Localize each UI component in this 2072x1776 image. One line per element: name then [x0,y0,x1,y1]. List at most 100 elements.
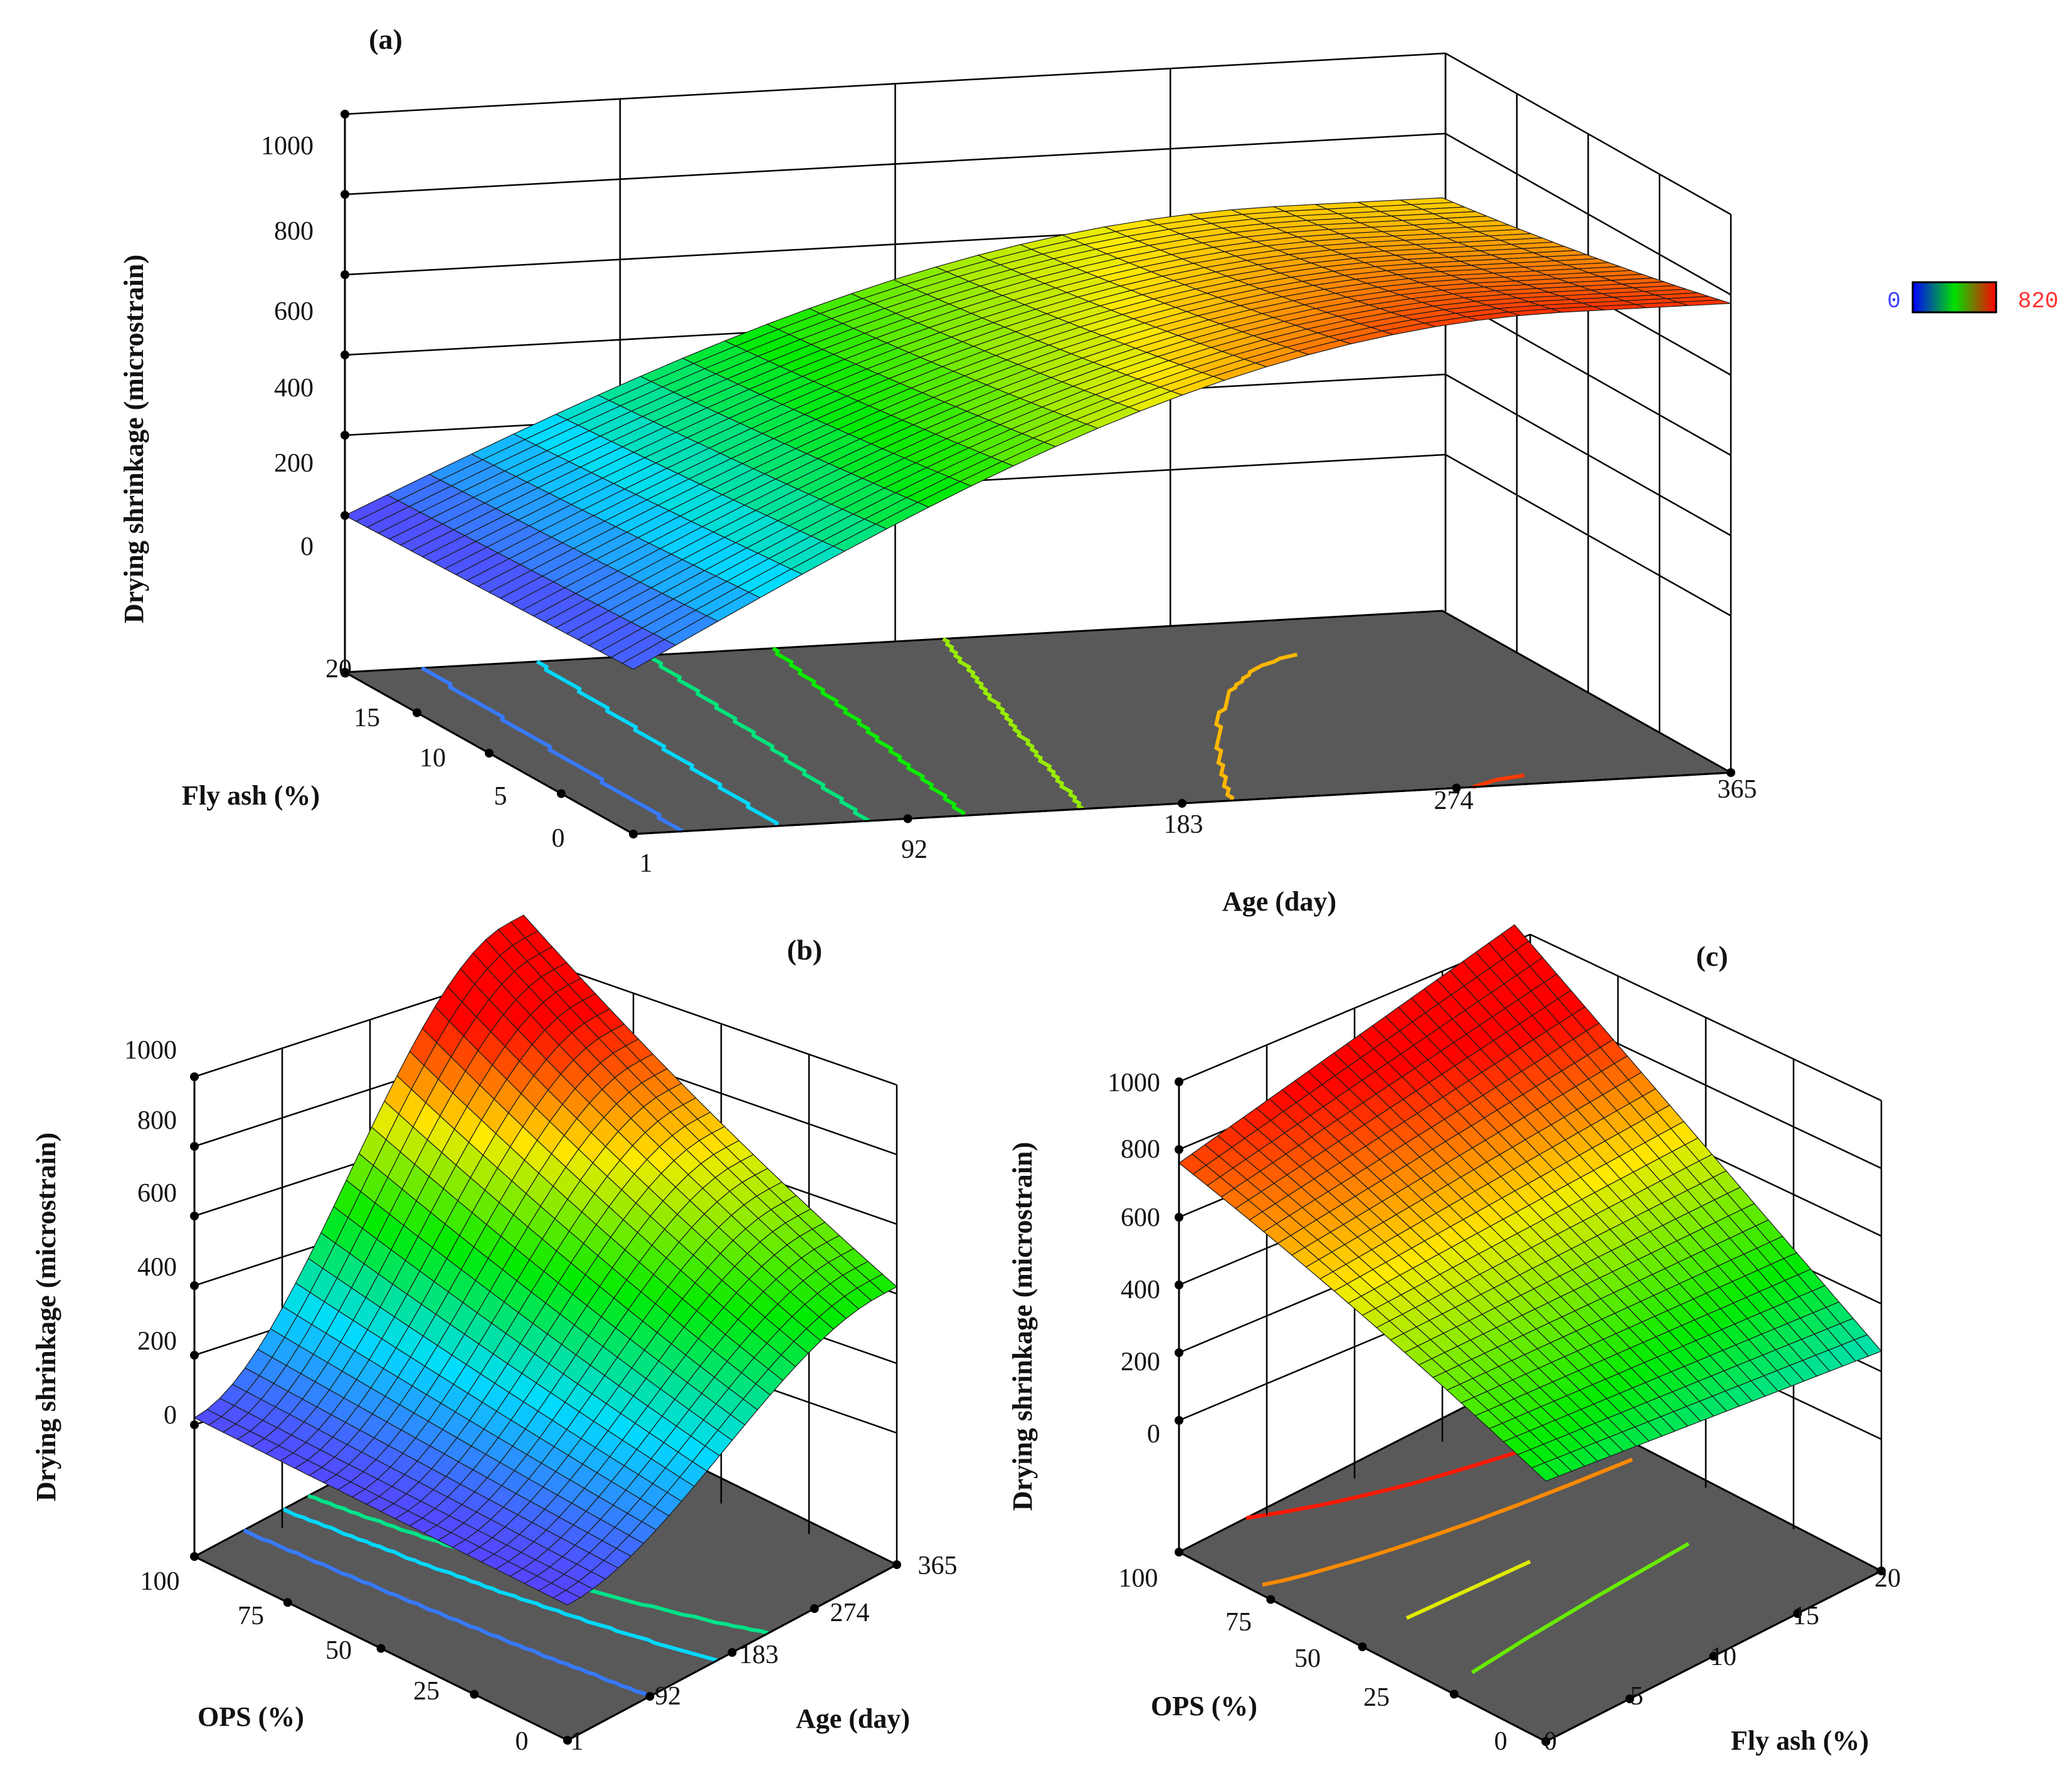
contour-line [1405,1560,1531,1620]
y-tick-label: 5 [494,782,507,811]
x-tick-label: 1 [571,1727,584,1756]
z-tick-label: 0 [1147,1420,1160,1449]
x-tick-label: 183 [739,1641,779,1669]
y-tick-mark [1175,1548,1183,1557]
panel-c-surface [1178,924,1883,1482]
panel-c-axes [1175,1077,1886,1746]
contour-line [1262,1457,1633,1587]
x-tick-mark [1178,799,1187,808]
x-tick-mark [903,814,912,823]
z-tick-label: 600 [274,297,314,326]
panel-b-surface [193,914,898,1606]
panel-b-zticks: 0 200 400 600 800 1000 [124,1036,177,1430]
z-tick-label: 200 [137,1327,177,1356]
x-tick-mark [1452,783,1461,793]
z-tick-mark [190,1281,199,1290]
x-tick-label: 365 [918,1551,958,1580]
x-tick-mark [727,1648,737,1657]
z-tick-label: 1000 [261,132,314,161]
contour-line [1472,773,1525,789]
y-tick-label: 15 [354,704,380,732]
z-tick-label: 1000 [1107,1069,1160,1097]
y-tick-label: 0 [515,1727,529,1756]
z-tick-mark [1175,1077,1183,1086]
y-tick-label: 50 [1294,1644,1321,1673]
z-tick-mark [190,1351,199,1360]
y-tick-mark [1358,1642,1367,1651]
z-tick-label: 400 [274,374,314,403]
panel-a-title: (a) [369,23,403,55]
x-tick-label: 5 [1631,1682,1644,1711]
x-tick-mark [1793,1609,1802,1618]
panel-a-zticks: 0 200 400 600 800 1000 [261,132,314,561]
panel-c: (c) 0 200 400 600 800 1000 Drying shrink… [1007,924,1901,1756]
y-tick-label: 75 [238,1602,264,1631]
x-tick-label: 15 [1793,1602,1819,1631]
panel-c-y-axis-title: OPS (%) [1151,1691,1257,1721]
y-tick-mark [1449,1689,1459,1699]
panel-a: (a) 0 200 400 600 800 1000 Drying shrink… [119,23,2058,917]
z-tick-label: 600 [137,1179,177,1208]
legend-color-bar [1911,281,1997,314]
panel-a-y-axis-title: Fly ash (%) [182,780,320,811]
z-tick-label: 200 [1121,1348,1160,1377]
y-tick-label: 100 [1119,1564,1158,1593]
y-tick-label: 75 [1225,1608,1252,1637]
y-tick-mark [1541,1737,1550,1746]
contour-line [421,666,684,833]
z-tick-mark [1175,1145,1183,1154]
y-tick-label: 25 [413,1677,440,1706]
y-tick-mark [413,708,421,717]
panel-b-x-axis-title: Age (day) [796,1703,910,1734]
z-tick-mark [341,270,349,279]
panel-b: (b) 0 200 400 600 800 1000 Drying shrink… [31,914,958,1756]
z-tick-mark [1175,1348,1183,1357]
z-tick-mark [1175,1416,1183,1425]
contour-line [1213,652,1298,801]
y-tick-mark [557,789,566,798]
x-tick-label: 274 [830,1599,870,1627]
y-tick-label: 100 [140,1567,180,1596]
panel-b-axes [190,1072,901,1745]
panel-a-surface [344,197,1731,670]
z-tick-mark [341,351,349,359]
y-tick-mark [341,668,349,677]
contour-line [1245,1432,1572,1520]
z-tick-mark [341,511,349,520]
z-tick-mark [190,1142,199,1151]
panel-c-x-axis-title: Fly ash (%) [1731,1725,1869,1756]
z-tick-mark [1175,1281,1183,1289]
y-tick-mark [376,1644,386,1653]
surface-cell [621,639,677,670]
panel-a-yticks: 20 15 10 5 0 [325,655,565,853]
panel-c-yticks: 100 75 50 25 0 [1119,1564,1508,1756]
panel-b-title: (b) [787,934,822,966]
z-tick-label: 800 [274,217,314,246]
x-tick-label: 10 [1710,1642,1736,1671]
z-tick-label: 800 [1121,1135,1160,1164]
z-tick-mark [341,431,349,440]
x-tick-label: 365 [1718,775,1757,804]
x-tick-mark [1726,768,1735,777]
panel-a-x-axis-title: Age (day) [1222,886,1336,917]
panel-c-zticks: 0 200 400 600 800 1000 [1107,1069,1160,1449]
legend-min-label: 0 [1887,288,1901,314]
contour-line [645,653,870,823]
contour-line [536,660,780,827]
z-tick-label: 600 [1121,1203,1160,1232]
panel-a-xticks: 1 92 183 274 365 [640,775,1757,878]
y-tick-label: 10 [420,744,446,773]
z-tick-label: 0 [300,532,314,561]
x-tick-label: 20 [1874,1564,1901,1593]
panel-c-z-axis-title: Drying shrinkage (microstrain) [1007,1142,1038,1511]
contour-line [1471,1541,1690,1674]
z-tick-mark [1175,1213,1183,1222]
x-tick-mark [1877,1567,1886,1575]
panel-a-z-axis-title: Drying shrinkage (microstrain) [119,255,149,623]
contour-line [772,647,966,817]
z-tick-mark [190,1420,199,1429]
y-tick-label: 0 [1494,1727,1508,1756]
y-tick-mark [190,1552,199,1561]
panel-a-axes [341,110,1735,838]
